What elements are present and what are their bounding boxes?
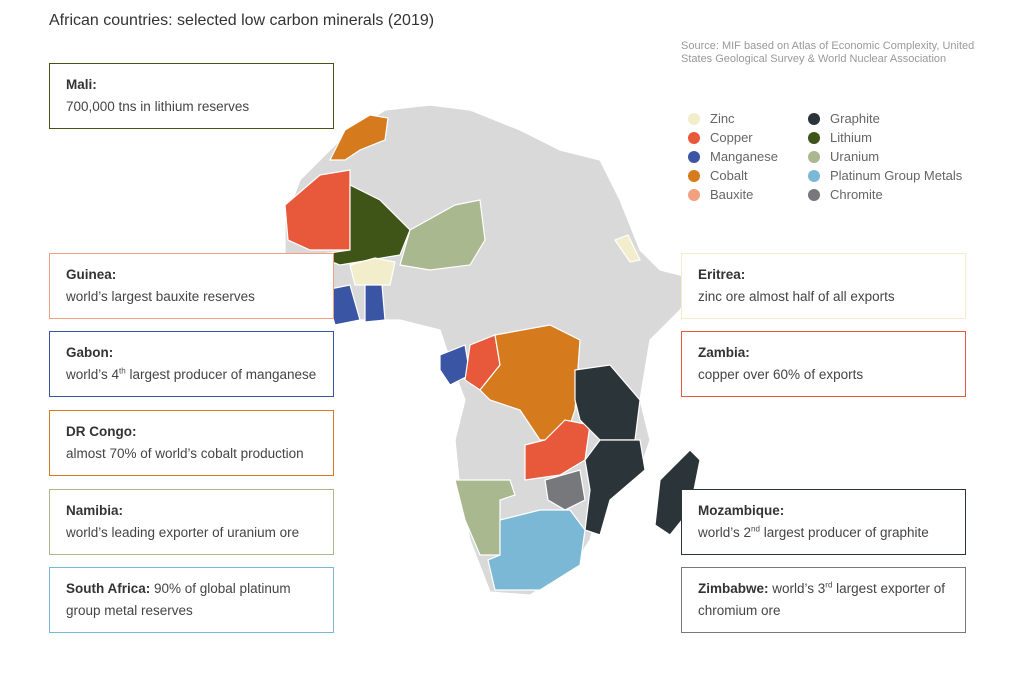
madagascar xyxy=(654,449,701,536)
burkina-faso xyxy=(349,257,396,286)
superscript: nd xyxy=(751,524,760,534)
legend-item: Copper xyxy=(688,130,753,145)
legend-label: Uranium xyxy=(830,149,880,164)
country: Mali: xyxy=(66,77,97,92)
zimbabwe xyxy=(544,469,586,511)
legend-item: Platinum Group Metals xyxy=(808,168,963,183)
country: DR Congo: xyxy=(66,424,137,439)
callout-text: copper over 60% of exports xyxy=(698,367,864,382)
ghana xyxy=(364,284,386,323)
callout-text: largest producer of graphite xyxy=(759,525,929,540)
legend-label: Bauxite xyxy=(710,187,754,202)
callout: South Africa: 90% of global platinum gro… xyxy=(49,567,334,633)
zambia xyxy=(524,419,591,481)
callout-text: world’s 2 xyxy=(698,525,752,540)
legend-swatch xyxy=(808,113,820,125)
legend-label: Copper xyxy=(710,130,753,145)
legend-swatch xyxy=(808,170,820,182)
callout: Guinea: world’s largest bauxite reserves xyxy=(49,253,334,319)
legend-label: Platinum Group Metals xyxy=(830,168,963,183)
country: Zimbabwe: xyxy=(698,581,769,596)
legend-label: Chromite xyxy=(830,187,883,202)
dr-congo xyxy=(479,324,581,441)
country: Namibia: xyxy=(66,503,124,518)
legend-item: Lithium xyxy=(808,130,872,145)
title: African countries: selected low carbon m… xyxy=(49,12,435,29)
country: South Africa: xyxy=(66,581,151,596)
callout-text: 90% of global platinum group metal reser… xyxy=(66,581,295,618)
callout-text: largest exporter of chromium ore xyxy=(698,581,949,618)
country: Eritrea: xyxy=(698,267,746,282)
niger xyxy=(399,199,486,271)
legend-item: Bauxite xyxy=(688,187,754,202)
callout-text: world’s leading exporter of uranium ore xyxy=(66,525,300,540)
legend-label: Manganese xyxy=(710,149,778,164)
source: Source: MIF based on Atlas of Economic C… xyxy=(681,40,975,65)
country: Mozambique: xyxy=(698,503,785,518)
legend-swatch xyxy=(688,132,700,144)
mauritania xyxy=(284,169,351,251)
legend-swatch xyxy=(688,113,700,125)
legend-swatch xyxy=(688,189,700,201)
callout: Gabon: world’s 4th largest producer of ma… xyxy=(49,331,334,397)
callout-text: world’s 4 xyxy=(66,367,120,382)
superscript: th xyxy=(119,366,126,376)
callout: Mozambique: world’s 2nd largest producer … xyxy=(681,489,966,555)
callout-text: 700,000 tns in lithium reserves xyxy=(66,99,250,114)
callout: Eritrea: zinc ore almost half of all expo… xyxy=(681,253,966,319)
legend-label: Graphite xyxy=(830,111,880,126)
legend-item: Cobalt xyxy=(688,168,748,183)
legend-item: Zinc xyxy=(688,111,735,126)
country: Guinea: xyxy=(66,267,117,282)
legend-swatch xyxy=(808,189,820,201)
callout-text: world’s largest bauxite reserves xyxy=(66,289,255,304)
superscript: rd xyxy=(825,580,833,590)
callout: Namibia: world’s leading exporter of uran… xyxy=(49,489,334,555)
callout: Mali: 700,000 tns in lithium reserves xyxy=(49,63,334,129)
callout-text: largest producer of manganese xyxy=(125,367,317,382)
legend-label: Lithium xyxy=(830,130,872,145)
country: Zambia: xyxy=(698,345,750,360)
eritrea xyxy=(614,234,641,263)
legend-item: Manganese xyxy=(688,149,778,164)
callout-text: zinc ore almost half of all exports xyxy=(698,289,895,304)
callout: Zimbabwe: world’s 3rd largest exporter o… xyxy=(681,567,966,633)
legend-swatch xyxy=(688,170,700,182)
legend-swatch xyxy=(688,151,700,163)
mozambique xyxy=(584,439,646,536)
morocco xyxy=(329,114,389,161)
legend-swatch xyxy=(808,151,820,163)
legend-label: Zinc xyxy=(710,111,735,126)
south-africa xyxy=(487,509,586,591)
callout-text: world’s 3 xyxy=(768,581,826,596)
country: Gabon: xyxy=(66,345,114,360)
callout: Zambia: copper over 60% of exports xyxy=(681,331,966,397)
legend-swatch xyxy=(808,132,820,144)
callout: DR Congo: almost 70% of world’s cobalt pr… xyxy=(49,410,334,476)
legend-item: Uranium xyxy=(808,149,880,164)
legend-label: Cobalt xyxy=(710,168,748,183)
legend-item: Graphite xyxy=(808,111,880,126)
callout-text: almost 70% of world’s cobalt production xyxy=(66,446,304,461)
legend-item: Chromite xyxy=(808,187,883,202)
gabon xyxy=(439,344,471,386)
